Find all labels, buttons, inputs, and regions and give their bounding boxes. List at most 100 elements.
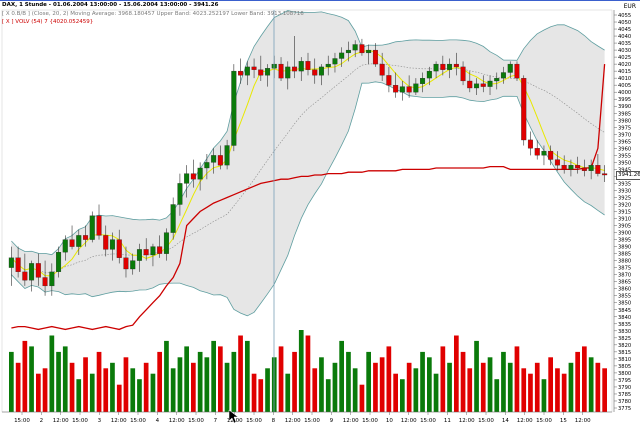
x-axis-tick-label: 12:00 xyxy=(343,418,359,424)
y-axis-tick-label: 3875 xyxy=(618,266,631,272)
volume-bar xyxy=(150,373,156,412)
y-axis-tick-label: 3980 xyxy=(618,118,631,124)
volume-bar xyxy=(22,340,28,412)
candle-body xyxy=(548,150,554,160)
volume-bar xyxy=(325,379,331,412)
volume-bar xyxy=(507,362,513,412)
y-axis-tick-label: 3805 xyxy=(618,364,631,370)
x-axis-tick-label: 15:00 xyxy=(304,418,320,424)
volume-bar xyxy=(298,330,304,412)
y-axis-tick-label: 3800 xyxy=(618,371,631,377)
candle-body xyxy=(231,70,237,146)
candle-body xyxy=(386,75,392,86)
x-axis-tick-label: 3 xyxy=(98,418,102,424)
x-axis-tick-label: 12:00 xyxy=(53,418,69,424)
volume-bar xyxy=(69,362,75,412)
y-axis-tick-label: 3830 xyxy=(618,329,631,335)
candle-body xyxy=(278,63,284,79)
volume-bar xyxy=(103,368,109,412)
y-axis-tick-label: 4055 xyxy=(618,13,631,19)
x-axis-tick-label: 14 xyxy=(502,418,509,424)
x-axis-tick-label: 15:00 xyxy=(14,418,30,424)
volume-bar xyxy=(373,362,378,412)
x-axis-tick-label: 15:00 xyxy=(362,418,378,424)
volume-bar xyxy=(76,379,82,412)
y-axis-tick-label: 3935 xyxy=(618,181,631,187)
y-axis-tick-label: 3970 xyxy=(618,132,631,138)
volume-bar xyxy=(42,368,48,412)
volume-bar xyxy=(157,351,162,412)
volume-bar xyxy=(218,346,223,412)
candle-body xyxy=(177,183,183,205)
candle-body xyxy=(15,257,21,272)
y-axis-tick-label: 3850 xyxy=(618,301,631,307)
y-axis-tick-label: 4050 xyxy=(618,20,631,26)
bollinger-legend: [ X 0.B/B ] (Close, 20, 2) Moving Averag… xyxy=(2,10,304,17)
x-axis-tick-label: 8 xyxy=(272,418,276,424)
candle-body xyxy=(494,78,500,82)
y-axis-tick-label: 3790 xyxy=(618,385,631,391)
volume-bar xyxy=(561,373,567,412)
candle-body xyxy=(372,49,378,65)
candle-body xyxy=(258,69,264,76)
bollinger-upper-band xyxy=(11,10,605,256)
y-axis-tick-label: 4030 xyxy=(618,48,631,54)
volume-bar xyxy=(265,368,270,412)
candle-body xyxy=(251,66,257,70)
candle-body xyxy=(507,63,513,73)
y-axis-tick-label: 4035 xyxy=(618,41,631,47)
volume-bar xyxy=(406,362,412,412)
volume-bar xyxy=(440,346,446,412)
y-axis-tick-label: 3870 xyxy=(618,273,631,279)
x-axis-tick-label: 11 xyxy=(444,418,451,424)
candle-body xyxy=(56,252,62,272)
volume-bar xyxy=(36,373,41,412)
volume-bar xyxy=(467,368,473,412)
y-axis-tick-label: 4020 xyxy=(618,62,631,68)
volume-indicator-line xyxy=(11,64,606,331)
volume-bar xyxy=(292,351,297,412)
x-axis-tick-label: 15:00 xyxy=(536,418,552,424)
y-axis-tick-label: 3885 xyxy=(618,252,631,258)
x-axis-tick-label: 4 xyxy=(156,418,160,424)
y-axis-tick-label: 4010 xyxy=(618,76,631,82)
candle-body xyxy=(399,86,405,93)
volume-bar xyxy=(143,362,149,412)
x-axis-tick-label: 15:00 xyxy=(246,418,262,424)
volume-bar xyxy=(568,362,574,412)
candle-body xyxy=(136,249,142,261)
candle-body xyxy=(217,155,223,166)
volume-bar xyxy=(83,357,88,412)
volume-bar xyxy=(204,357,210,412)
candle-body xyxy=(318,66,324,76)
candle-body xyxy=(500,72,506,79)
candle-body xyxy=(265,68,271,76)
volume-bar xyxy=(433,373,439,412)
volume-bar xyxy=(494,379,500,412)
candle-body xyxy=(96,215,102,236)
volume-bar xyxy=(454,335,459,412)
candle-body xyxy=(554,159,560,166)
volume-bar xyxy=(359,384,365,412)
x-axis-tick-label: 12:00 xyxy=(575,418,591,424)
x-axis-tick-label: 15:00 xyxy=(420,418,436,424)
x-axis-tick-label: 12:00 xyxy=(401,418,417,424)
candle-body xyxy=(527,139,533,149)
volume-bar xyxy=(285,373,291,412)
y-axis-tick-label: 4045 xyxy=(618,27,631,33)
candle-body xyxy=(345,49,351,54)
candle-body xyxy=(130,260,136,270)
candle-body xyxy=(123,257,129,270)
volume-bar xyxy=(130,368,136,412)
volume-bar xyxy=(9,351,14,412)
candle-body xyxy=(339,52,345,59)
volume-bar xyxy=(534,362,540,412)
y-axis-tick-label: 3905 xyxy=(618,224,631,230)
volume-bar xyxy=(164,340,169,412)
volume-bar xyxy=(137,379,142,412)
candle-body xyxy=(514,63,520,79)
candle-body xyxy=(8,257,14,268)
